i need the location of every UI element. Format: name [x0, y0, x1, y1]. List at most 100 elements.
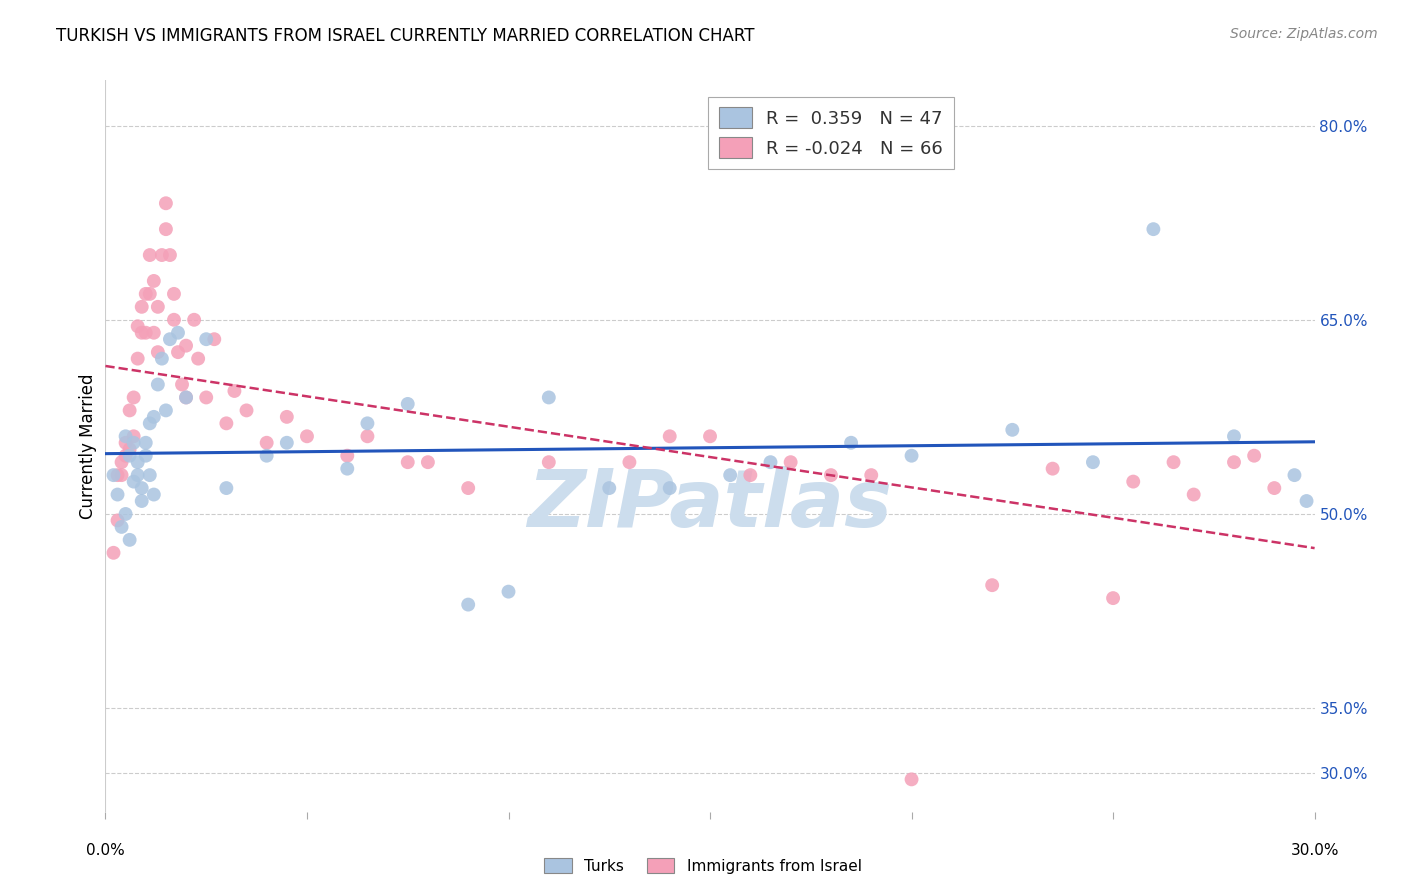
Point — [718, 468, 741, 483]
Point — [131, 481, 153, 495]
Point — [110, 468, 132, 483]
Point — [1001, 423, 1024, 437]
Point — [118, 449, 141, 463]
Point — [114, 429, 136, 443]
Point — [619, 455, 641, 469]
Point — [1042, 461, 1064, 475]
Point — [740, 468, 762, 483]
Point — [127, 319, 149, 334]
Point — [155, 222, 177, 236]
Point — [131, 300, 153, 314]
Point — [159, 332, 181, 346]
Point — [537, 455, 560, 469]
Point — [860, 468, 883, 483]
Point — [155, 196, 177, 211]
Point — [1102, 591, 1125, 606]
Point — [396, 397, 419, 411]
Point — [127, 351, 149, 366]
Point — [195, 332, 218, 346]
Point — [103, 468, 125, 483]
Point — [295, 429, 318, 443]
Point — [131, 326, 153, 340]
Point — [187, 351, 209, 366]
Point — [658, 429, 681, 443]
Point — [1122, 475, 1144, 489]
Text: 0.0%: 0.0% — [86, 843, 125, 858]
Point — [167, 345, 190, 359]
Point — [135, 326, 157, 340]
Point — [224, 384, 246, 398]
Point — [457, 598, 479, 612]
Point — [139, 468, 162, 483]
Point — [142, 409, 165, 424]
Point — [174, 391, 197, 405]
Point — [150, 248, 173, 262]
Point — [195, 391, 218, 405]
Point — [276, 435, 298, 450]
Point — [174, 339, 197, 353]
Point — [658, 481, 681, 495]
Point — [122, 429, 145, 443]
Point — [131, 494, 153, 508]
Point — [759, 455, 782, 469]
Point — [146, 300, 169, 314]
Point — [139, 248, 162, 262]
Point — [122, 391, 145, 405]
Point — [142, 274, 165, 288]
Legend: Turks, Immigrants from Israel: Turks, Immigrants from Israel — [538, 852, 868, 880]
Point — [107, 487, 129, 501]
Point — [174, 391, 197, 405]
Point — [163, 312, 186, 326]
Point — [170, 377, 193, 392]
Point — [142, 326, 165, 340]
Point — [498, 584, 520, 599]
Point — [107, 513, 129, 527]
Point — [183, 312, 205, 326]
Point — [155, 403, 177, 417]
Point — [114, 507, 136, 521]
Point — [118, 533, 141, 547]
Point — [336, 449, 359, 463]
Point — [146, 345, 169, 359]
Point — [114, 449, 136, 463]
Point — [135, 435, 157, 450]
Point — [1284, 468, 1306, 483]
Point — [598, 481, 620, 495]
Point — [107, 468, 129, 483]
Point — [127, 455, 149, 469]
Point — [122, 435, 145, 450]
Point — [139, 417, 162, 431]
Point — [103, 546, 125, 560]
Text: TURKISH VS IMMIGRANTS FROM ISRAEL CURRENTLY MARRIED CORRELATION CHART: TURKISH VS IMMIGRANTS FROM ISRAEL CURREN… — [56, 27, 755, 45]
Point — [416, 455, 439, 469]
Point — [215, 481, 238, 495]
Point — [118, 403, 141, 417]
Point — [142, 487, 165, 501]
Point — [139, 286, 162, 301]
Point — [146, 377, 169, 392]
Point — [356, 429, 378, 443]
Point — [839, 435, 862, 450]
Point — [110, 520, 132, 534]
Point — [110, 455, 132, 469]
Point — [1081, 455, 1104, 469]
Point — [256, 435, 278, 450]
Point — [276, 409, 298, 424]
Point — [1163, 455, 1185, 469]
Point — [163, 286, 186, 301]
Point — [150, 351, 173, 366]
Point — [537, 391, 560, 405]
Point — [127, 468, 149, 483]
Point — [396, 455, 419, 469]
Point — [1142, 222, 1164, 236]
Point — [235, 403, 257, 417]
Point — [1243, 449, 1265, 463]
Text: Source: ZipAtlas.com: Source: ZipAtlas.com — [1230, 27, 1378, 41]
Point — [256, 449, 278, 463]
Point — [114, 435, 136, 450]
Point — [118, 442, 141, 457]
Point — [215, 417, 238, 431]
Text: 30.0%: 30.0% — [1291, 843, 1339, 858]
Point — [1263, 481, 1285, 495]
Point — [900, 449, 922, 463]
